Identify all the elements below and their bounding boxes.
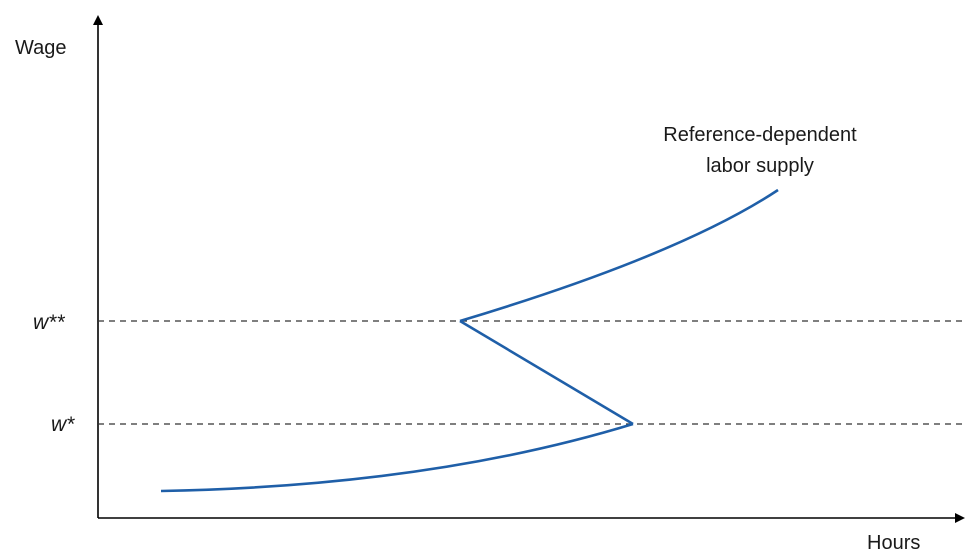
x-axis-label: Hours (867, 532, 920, 554)
backward-bending-segment (459, 319, 634, 426)
lower-curve-segment (160, 422, 634, 493)
upper-wage-label: w** (33, 311, 65, 334)
upper-curve-segment (459, 188, 779, 323)
lower-wage-label: w* (51, 413, 75, 436)
curve-label-line2: labor supply (706, 155, 814, 177)
y-axis-label: Wage (15, 37, 67, 59)
curve-label-line1: Reference-dependent (663, 124, 857, 146)
